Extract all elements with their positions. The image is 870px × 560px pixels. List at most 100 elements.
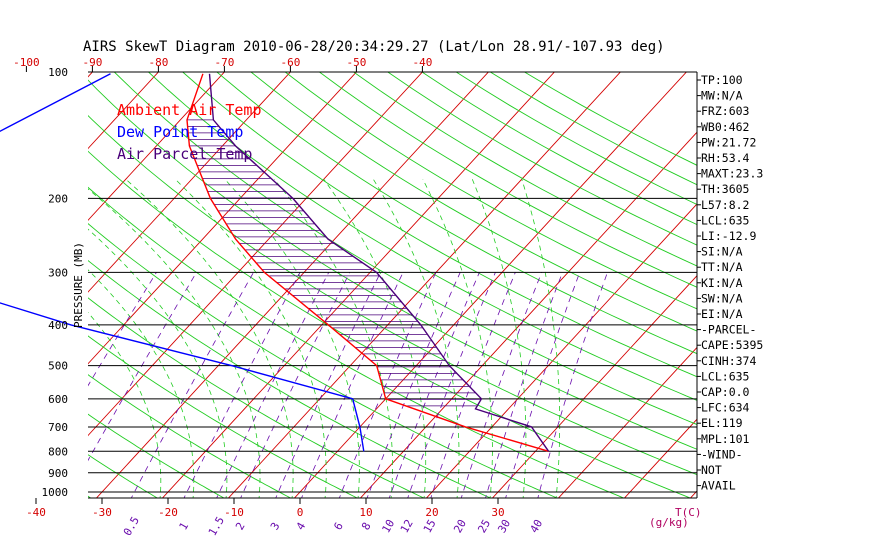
pressure-tick-label: 600 [48,393,68,406]
isotherm-line [557,346,697,498]
bottom-temp-label: 0 [297,506,304,519]
isotherm-line [623,418,697,498]
pressure-tick-label: 200 [48,192,68,205]
mixing-ratio-label: 30 [495,517,513,535]
index-entry: WB0:462 [701,120,749,134]
mixing-ratio-line [88,272,197,462]
isotherm-line [425,203,697,498]
dry-adiabat [455,72,697,205]
index-entry: RH:53.4 [701,151,750,165]
legend-ambient: Ambient Air Temp [117,101,262,119]
mixing-ratio-line [183,272,301,498]
dry-adiabat [88,186,625,498]
mixing-ratio-line [88,272,157,387]
pressure-tick-label: 300 [48,266,68,279]
bottom-temp-label: 20 [425,506,438,519]
pressure-tick-label: 100 [48,66,68,79]
isotherm-line [88,72,94,78]
moist-adiabat [471,179,527,498]
dry-adiabat [88,374,292,498]
mixing-ratio-label: 10 [379,517,397,535]
mixing-ratio-label: 3 [268,520,283,532]
index-entry: CINH:374 [701,354,756,368]
mixing-ratio-line [460,272,542,498]
index-entry: SW:N/A [701,291,743,305]
mixing-ratio-line [537,272,608,498]
isotherm-line [88,72,292,293]
index-entry: -PARCEL- [701,323,756,337]
top-temp-label: -70 [214,56,234,69]
mixing-ratio-unit-label: (g/kg) [649,516,689,529]
index-entry: TT:N/A [701,260,743,274]
index-entry: MPL:101 [701,432,750,446]
pressure-tick-label: 1000 [42,486,69,499]
mixing-ratio-label: 4 [294,520,309,533]
profile-lines [0,73,550,452]
mixing-ratio-label: 12 [398,517,416,535]
mixing-ratio-line [485,272,563,498]
dry-adiabat [353,72,697,267]
dry-adiabat [0,72,28,501]
index-entry: EL:119 [701,416,743,430]
isotherm-line [88,72,160,150]
moist-adiabat [88,228,228,498]
dry-adiabat [88,223,559,498]
isotherm-line [293,72,688,498]
dry-adiabat [113,72,697,425]
bottom-temp-label: -30 [92,506,112,519]
index-entry: LFC:634 [701,401,750,415]
mixing-ratio-label: 25 [475,517,493,535]
moist-adiabat [273,178,393,498]
isotherm-line [88,72,424,437]
top-temp-label: -100 [13,56,40,69]
isotherm-line [359,131,697,498]
mixing-ratio-line [366,272,461,498]
index-entry: LI:-12.9 [701,229,756,243]
mixing-ratio-line [240,272,351,498]
dry-adiabat [88,114,697,476]
moist-adiabat [521,179,561,498]
bottom-temp-label: -20 [158,506,178,519]
y-axis-label: PRESSURE (MB) [72,242,85,328]
index-entry: PW:21.72 [701,135,756,149]
series-line-2 [0,73,365,452]
mixing-ratio-line [130,272,254,498]
legend-dewpoint: Dew Point Temp [117,123,243,141]
top-temp-label: -50 [346,56,366,69]
series-line-1 [186,73,549,452]
dry-adiabat [490,72,697,186]
pressure-tick-label: 500 [48,360,68,373]
index-entry: LCL:635 [701,369,749,383]
bottom-temp-label: 30 [491,506,504,519]
dry-adiabat [88,297,425,498]
index-entry: TP:100 [701,73,743,87]
dry-adiabat [88,150,692,498]
pressure-tick-label: 700 [48,421,68,434]
moist-adiabat [323,178,427,498]
dry-adiabat [319,72,697,288]
mixing-ratio-label: 15 [421,517,439,535]
mixing-ratio-line [407,272,496,498]
index-entry: SI:N/A [701,245,743,259]
dry-adiabat [387,72,697,246]
index-entry: EI:N/A [701,307,743,321]
dry-adiabat [148,72,697,401]
top-temp-label: -80 [148,56,168,69]
isotherm-line [227,72,622,498]
index-entry: CAP:0.0 [701,385,750,399]
index-entry: L57:8.2 [701,198,749,212]
dry-adiabat [88,335,359,498]
pressure-tick-label: 400 [48,319,68,332]
moist-adiabat [224,178,360,498]
index-entry: -WIND- [701,447,743,461]
dry-adiabat [88,79,697,450]
top-temp-label: -40 [412,56,432,69]
mixing-ratio-label: 0.5 [121,514,142,538]
dry-adiabat [216,72,697,355]
moist-adiabat [175,178,327,498]
mixing-ratio-label: 2 [233,520,248,532]
pressure-tick-label: 800 [48,445,68,458]
bottom-temp-label: -10 [224,506,244,519]
